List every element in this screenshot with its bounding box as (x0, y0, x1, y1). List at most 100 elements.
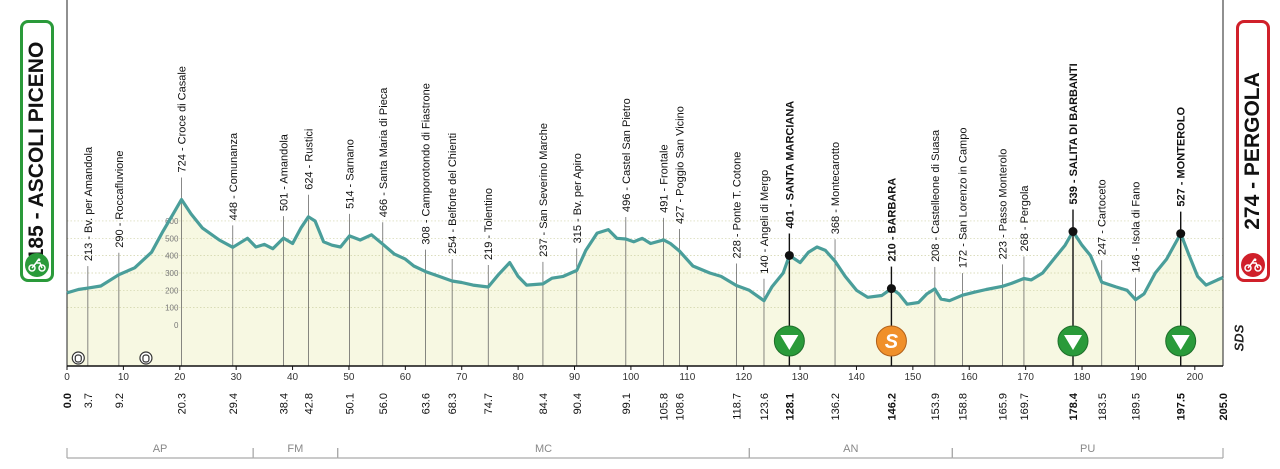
waypoint-label: 315 - Bv. per Apiro (572, 153, 584, 243)
km-label: 105.8 (659, 393, 671, 421)
cyclist-icon (1241, 253, 1265, 277)
km-label: 136.2 (830, 393, 842, 421)
x-tick-label: 0 (64, 372, 70, 383)
waypoint-label: 308 - Camporotondo di Fiastrone (421, 83, 433, 244)
waypoint-label: 237 - San Severino Marche (538, 123, 550, 257)
km-label: 56.0 (378, 393, 390, 414)
brand-text: SDS (1231, 324, 1247, 352)
waypoint-label: 223 - Passo Monterolo (998, 149, 1010, 260)
x-tick-label: 100 (623, 372, 640, 383)
profile-line (66, 197, 1224, 306)
x-tick-label: 60 (400, 372, 412, 383)
y-tick-label: 200 (165, 286, 179, 295)
km-label: 197.5 (1176, 393, 1188, 421)
km-label: 0.0 (62, 393, 74, 408)
summit-dot (784, 250, 794, 260)
km-label: 50.1 (345, 393, 357, 414)
mountain-gpm-triangle (1064, 335, 1083, 350)
waypoint-label: 466 - Santa Maria di Pieca (378, 87, 390, 218)
x-tick-label: 10 (118, 372, 130, 383)
y-tick-label: 600 (165, 217, 179, 226)
km-label: 189.5 (1131, 393, 1143, 421)
km-label: 165.9 (998, 393, 1010, 421)
x-tick-label: 110 (679, 372, 695, 383)
province-label: MC (535, 443, 552, 455)
x-tick-label: 170 (1017, 372, 1034, 383)
waypoint-label: 254 - Belforte del Chienti (447, 133, 459, 254)
mountain-gpm-triangle (780, 335, 799, 350)
sprint-icon (875, 325, 907, 357)
km-label: 183.5 (1097, 393, 1109, 421)
x-tick-label: 40 (287, 372, 299, 383)
waypoint-label: 539 - SALITA DI BARBANTI (1068, 63, 1080, 204)
cyclist-icon (25, 253, 49, 277)
summit-dot (1068, 227, 1078, 237)
start-town-badge: 185 - ASCOLI PICENO (20, 20, 54, 282)
waypoint-label: 496 - Castel San Pietro (621, 98, 633, 212)
km-label: 84.4 (538, 393, 550, 414)
y-tick-label: 500 (165, 234, 179, 243)
y-tick-label: 100 (165, 304, 179, 313)
waypoint-label: 213 - Bv. per Amandola (83, 146, 95, 261)
start-town-label: 185 - ASCOLI PICENO (25, 41, 48, 261)
waypoint-label: 268 - Pergola (1019, 185, 1031, 252)
x-tick-label: 160 (961, 372, 978, 383)
waypoint-label: 146 - Isola di Fano (1131, 182, 1143, 273)
waypoint-label: 624 - Rustici (303, 129, 315, 190)
x-tick-label: 50 (343, 372, 355, 383)
km-label: 108.6 (674, 393, 686, 421)
province-label: AP (153, 443, 168, 455)
finish-town-badge: 274 - PERGOLA (1236, 20, 1270, 282)
km-label: 153.9 (930, 393, 942, 421)
waypoint-label: 724 - Croce di Casale (176, 66, 188, 172)
province-label: PU (1080, 443, 1095, 455)
y-tick-label: 300 (165, 269, 179, 278)
x-tick-label: 80 (513, 372, 525, 383)
x-tick-label: 90 (569, 372, 581, 383)
waypoint-label: 140 - Angeli di Mergo (759, 170, 771, 274)
brand-logo: SDS (1228, 318, 1250, 358)
finish-town-label: 274 - PERGOLA (1241, 72, 1264, 230)
profile-area (67, 199, 1223, 366)
x-tick-label: 200 (1186, 372, 1203, 383)
km-label: 20.3 (176, 393, 188, 414)
province-label: AN (843, 443, 858, 455)
km-label: 128.1 (784, 393, 796, 421)
km-label: 158.8 (957, 393, 969, 421)
x-tick-label: 30 (231, 372, 243, 383)
km-label: 205.0 (1218, 393, 1230, 421)
km-label: 38.4 (279, 393, 291, 414)
waypoint-label: 514 - Sarnano (345, 139, 357, 209)
km-label: 123.6 (759, 393, 771, 421)
x-tick-label: 20 (174, 372, 186, 383)
km-label: 63.6 (421, 393, 433, 414)
waypoint-label: 448 - Comunanza (228, 132, 240, 220)
waypoint-label: 210 - BARBARA (886, 178, 898, 262)
waypoint-label: 219 - Tolentino (483, 188, 495, 260)
mountain-gpm-triangle (1171, 335, 1190, 350)
x-tick-label: 150 (905, 372, 922, 383)
waypoint-label: 247 - Cartoceto (1097, 179, 1109, 255)
waypoint-label: 491 - Frontale (659, 144, 671, 212)
waypoint-label: 208 - Castelleone di Suasa (930, 129, 942, 262)
km-label: 42.8 (303, 393, 315, 414)
province-label: FM (287, 443, 303, 455)
waypoint-label: 290 - Roccafluvione (114, 150, 126, 247)
km-label: 68.3 (447, 393, 459, 414)
waypoint-label: 427 - Poggio San Vicino (674, 106, 686, 224)
tunnel-icon-inner (142, 354, 150, 363)
summit-dot (1176, 229, 1186, 239)
waypoint-label: 172 - San Lorenzo in Campo (957, 128, 969, 269)
summit-dot (886, 284, 896, 294)
y-tick-label: 0 (174, 321, 179, 330)
waypoint-label: 401 - SANTA MARCIANA (784, 101, 796, 229)
x-tick-label: 120 (735, 372, 752, 383)
sprint-letter: S (885, 331, 899, 353)
x-tick-label: 130 (792, 372, 809, 383)
waypoint-label: 228 - Ponte T. Cotone (731, 152, 743, 259)
km-label: 169.7 (1019, 393, 1031, 421)
tunnel-icon-inner (74, 354, 82, 363)
km-label: 74.7 (483, 393, 495, 414)
x-tick-label: 70 (456, 372, 468, 383)
